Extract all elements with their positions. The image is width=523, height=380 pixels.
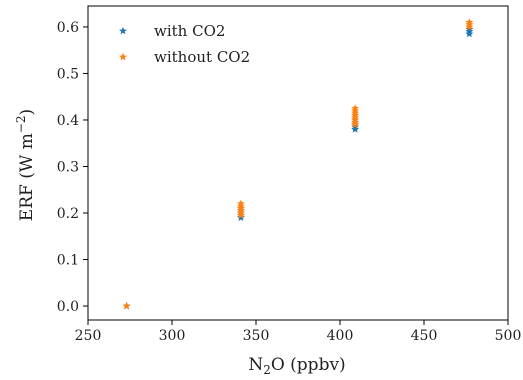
y-tick-label: 0.3 — [57, 159, 79, 175]
series-0 — [122, 25, 474, 310]
data-point — [351, 108, 360, 117]
data-point — [465, 25, 474, 33]
data-point — [236, 211, 245, 219]
data-point — [465, 22, 474, 31]
data-point — [236, 206, 245, 215]
y-tick-label: 0.6 — [57, 20, 79, 36]
x-tick-label: 450 — [411, 328, 438, 344]
x-tick-label: 500 — [495, 328, 522, 344]
x-tick-label: 300 — [159, 328, 186, 344]
y-tick-label: 0.0 — [57, 299, 79, 315]
x-tick-label: 350 — [243, 328, 270, 344]
data-point — [351, 118, 360, 126]
x-axis-ticks: 250 300 350 400 450 500 — [75, 320, 522, 344]
legend-marker — [119, 52, 127, 61]
data-point — [236, 204, 245, 212]
data-markers — [122, 18, 474, 310]
series-1 — [122, 18, 474, 310]
data-point — [351, 125, 360, 133]
data-point — [465, 20, 474, 29]
y-axis-label: ERF (W m−2) — [14, 109, 37, 221]
data-point — [351, 115, 360, 124]
x-axis-label: N2O (ppbv) — [248, 355, 345, 377]
legend-label: with CO2 — [154, 22, 225, 40]
data-point — [236, 199, 245, 208]
data-point — [236, 208, 245, 217]
data-point — [236, 213, 245, 222]
data-point — [351, 106, 360, 115]
y-tick-label: 0.5 — [57, 66, 79, 82]
data-point — [465, 27, 474, 35]
x-tick-label: 400 — [327, 328, 354, 344]
y-tick-label: 0.4 — [57, 113, 79, 129]
plot-area — [87, 5, 509, 321]
data-point — [236, 201, 245, 210]
data-point — [465, 18, 474, 26]
data-point — [465, 29, 474, 38]
data-point — [351, 120, 360, 129]
plot-frame — [87, 5, 509, 321]
x-tick-label: 250 — [75, 328, 102, 344]
data-point — [351, 122, 360, 131]
data-point — [351, 104, 360, 112]
legend-label: without CO2 — [154, 48, 250, 66]
y-axis-ticks: 0.0 0.1 0.2 0.3 0.4 0.5 0.6 — [57, 20, 88, 315]
data-point — [351, 111, 360, 119]
legend-marker — [119, 26, 127, 35]
y-tick-label: 0.1 — [57, 253, 79, 269]
data-point — [122, 301, 131, 310]
y-tick-label: 0.2 — [57, 206, 79, 222]
legend: with CO2 without CO2 — [119, 22, 250, 66]
data-point — [351, 113, 360, 122]
